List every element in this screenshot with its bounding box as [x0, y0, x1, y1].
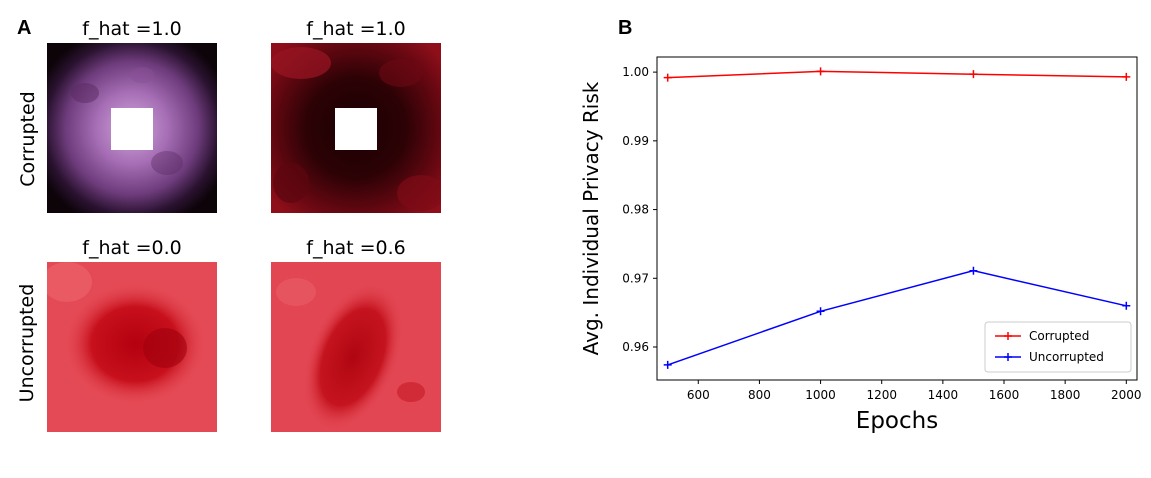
image-title-4: f_hat =0.6 [306, 237, 406, 259]
data-point-marker [663, 73, 672, 82]
x-tick-label: 1200 [866, 388, 897, 402]
y-tick-label: 0.96 [622, 340, 649, 354]
x-axis-label: Epochs [856, 408, 938, 434]
legend-swatch-marker [1004, 332, 1012, 340]
y-axis-label: Avg. Individual Privacy Risk [579, 81, 603, 355]
image-title-1: f_hat =1.0 [82, 18, 182, 40]
data-point-marker [969, 70, 978, 79]
x-tick-label: 800 [748, 388, 771, 402]
plot-frame [656, 56, 1138, 381]
legend-swatch-marker [1004, 353, 1012, 361]
y-tick-label: 0.97 [622, 271, 649, 285]
panel-b-letter: B [618, 17, 633, 39]
series-line-uncorrupted [667, 269, 1127, 366]
corrupted-image-1 [47, 43, 217, 213]
legend-label: Uncorrupted [1029, 350, 1104, 364]
y-tick-label: 0.98 [622, 203, 649, 217]
image-title-2: f_hat =1.0 [306, 18, 406, 40]
data-point-marker [1122, 72, 1131, 81]
uncorrupted-image-2 [271, 262, 441, 432]
y-tick-label: 1.00 [622, 65, 649, 79]
x-tick-label: 1800 [1050, 388, 1081, 402]
legend-label: Corrupted [1029, 329, 1089, 343]
y-tick-label: 0.99 [622, 134, 649, 148]
data-point-marker [969, 266, 978, 275]
x-tick-label: 600 [687, 388, 710, 402]
data-point-marker [1122, 301, 1131, 310]
data-point-marker [663, 360, 672, 369]
data-point-marker [816, 307, 825, 316]
corrupted-image-2 [271, 43, 441, 213]
image-title-3: f_hat =0.0 [82, 237, 182, 259]
series-line-corrupted [667, 70, 1127, 79]
legend-box [984, 321, 1132, 373]
x-tick-label: 1000 [805, 388, 836, 402]
x-tick-label: 1600 [989, 388, 1020, 402]
x-tick-label: 2000 [1111, 388, 1142, 402]
x-tick-label: 1400 [928, 388, 959, 402]
data-point-marker [816, 67, 825, 76]
uncorrupted-image-1 [47, 262, 217, 432]
panel-a-letter: A [17, 17, 32, 39]
